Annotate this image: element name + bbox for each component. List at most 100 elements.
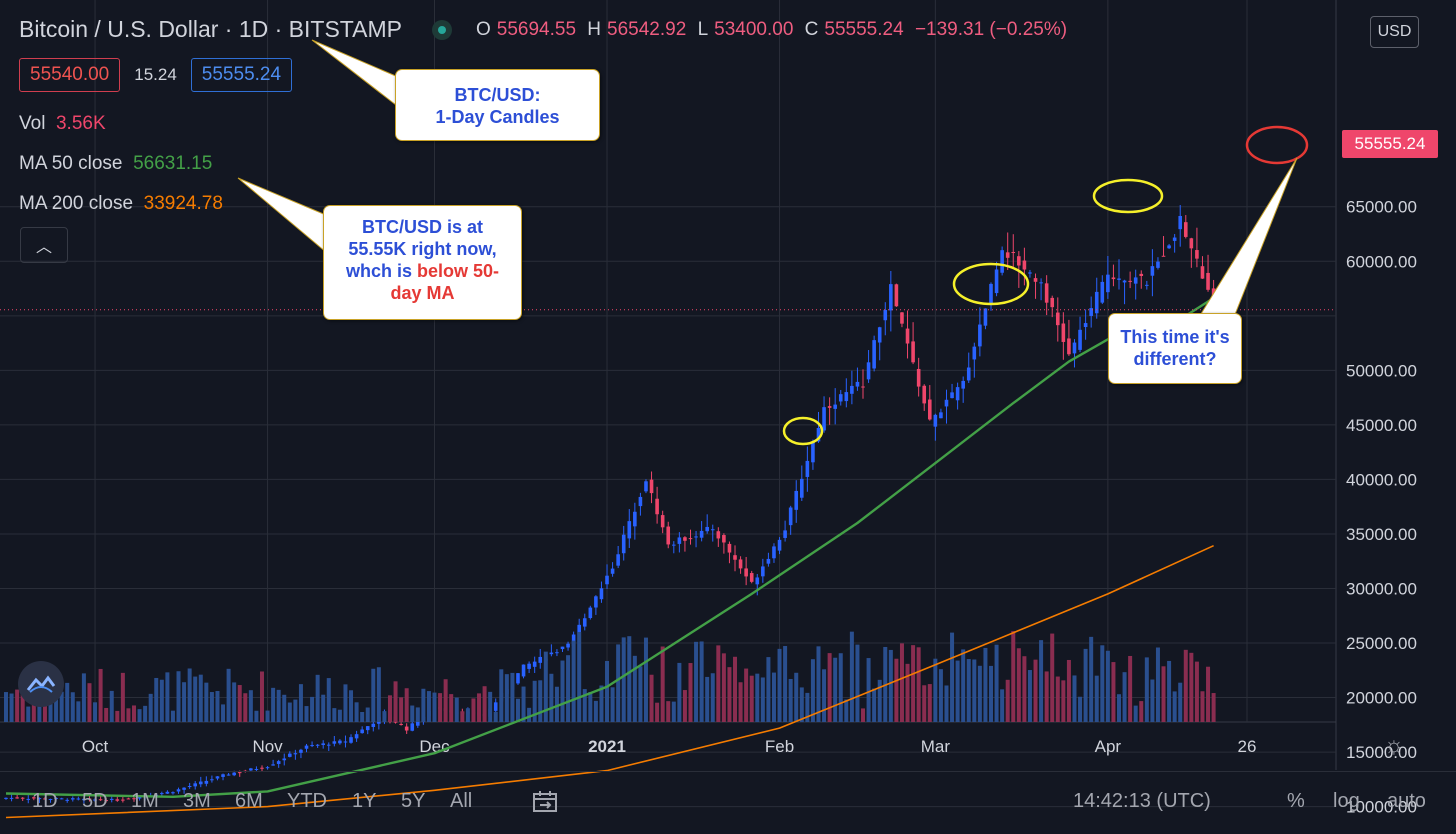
candle-body — [70, 798, 75, 800]
open-value: 55694.55 — [496, 18, 577, 40]
symbol-title[interactable]: Bitcoin / U.S. Dollar · 1D · BITSTAMP — [19, 16, 402, 42]
candle-body — [76, 798, 81, 800]
candle-body — [265, 767, 270, 769]
candle-body — [727, 543, 732, 553]
candle-body — [655, 498, 659, 515]
volume-bar — [527, 707, 532, 722]
volume-bar — [1061, 680, 1066, 722]
ma200-legend[interactable]: MA 200 close 33924.78 — [19, 193, 223, 214]
timeframe-1y[interactable]: 1Y — [352, 790, 377, 812]
candle-body — [276, 761, 281, 764]
candle-body — [627, 521, 632, 539]
candle-body — [404, 726, 409, 731]
candle-body — [210, 779, 214, 781]
candle-body — [866, 362, 871, 380]
candle-body — [48, 798, 53, 800]
volume-bar — [877, 679, 882, 722]
volume-bar — [126, 708, 131, 722]
volume-bar — [360, 711, 365, 722]
volume-bar — [588, 692, 593, 722]
volume-bar — [215, 690, 220, 722]
bid-ask-row: 55540.00 15.24 55555.24 — [19, 58, 293, 92]
volume-bar — [143, 705, 148, 722]
candle-body — [87, 798, 92, 800]
log-scale-toggle[interactable]: log — [1333, 790, 1360, 812]
candle-body — [293, 753, 298, 755]
volume-bar — [1206, 666, 1211, 722]
candle-body — [933, 414, 938, 427]
auto-scale-toggle[interactable]: auto — [1387, 790, 1426, 812]
candle-body — [226, 774, 231, 776]
volume-bar — [521, 686, 526, 722]
timeframe-5y[interactable]: 5Y — [401, 790, 426, 812]
candle-body — [132, 798, 136, 800]
volume-bar — [449, 694, 454, 722]
percent-scale-toggle[interactable]: % — [1287, 790, 1305, 812]
volume-bar — [15, 689, 20, 722]
candle-body — [738, 559, 743, 569]
volume-bar — [671, 701, 676, 722]
volume-bar — [98, 668, 103, 722]
volume-bar — [721, 653, 726, 722]
volume-bar — [488, 691, 493, 722]
volume-bar — [137, 709, 142, 722]
support-circle-jan — [782, 416, 824, 446]
volume-bar — [532, 680, 537, 722]
candle-body — [794, 490, 799, 510]
callout-candles: BTC/USD: 1-Day Candles — [395, 69, 600, 141]
y-tick-label: 10000.00 — [1346, 798, 1417, 817]
timeframe-5d[interactable]: 5D — [82, 790, 108, 812]
sell-price-button[interactable]: 55540.00 — [19, 58, 121, 92]
timeframe-3m[interactable]: 3M — [183, 790, 211, 812]
x-tick-label: 2021 — [588, 737, 626, 756]
volume-bar — [660, 646, 665, 722]
candle-body — [9, 797, 14, 799]
settings-gear-icon[interactable]: ☼ — [1383, 732, 1405, 759]
candle-body — [182, 787, 186, 790]
candle-body — [43, 798, 47, 800]
change-value: −139.31 (−0.25%) — [914, 18, 1068, 40]
candle-body — [577, 624, 581, 636]
volume-bar — [944, 685, 949, 722]
timeframe-ytd[interactable]: YTD — [287, 790, 327, 812]
volume-bar — [810, 659, 815, 722]
x-tick-label: Oct — [82, 737, 109, 756]
currency-button[interactable]: USD — [1370, 16, 1419, 48]
buy-price-button[interactable]: 55555.24 — [190, 58, 293, 92]
volume-bar — [376, 667, 381, 722]
volume-bar — [1150, 679, 1155, 722]
volume-bar — [788, 678, 793, 722]
candle-body — [833, 404, 837, 409]
candle-body — [966, 367, 971, 381]
tradingview-logo-icon[interactable] — [18, 661, 64, 707]
volume-bar — [733, 656, 738, 722]
candle-body — [772, 546, 776, 559]
volume-bar — [115, 710, 120, 722]
collapse-legend-button[interactable]: ︿ — [20, 227, 68, 263]
candle-body — [1072, 342, 1077, 354]
volume-bar — [1178, 682, 1183, 722]
volume-legend[interactable]: Vol 3.56K — [19, 113, 106, 134]
candle-body — [310, 745, 314, 747]
volume-bar — [1117, 694, 1121, 722]
volume-bar — [59, 691, 64, 722]
candle-body — [694, 536, 698, 538]
volume-bar — [760, 677, 765, 722]
utc-clock[interactable]: 14:42:13 (UTC) — [1073, 790, 1211, 812]
ma50-legend[interactable]: MA 50 close 56631.15 — [19, 153, 213, 174]
timeframe-1d[interactable]: 1D — [32, 790, 58, 812]
candle-body — [566, 643, 570, 648]
timeframe-1m[interactable]: 1M — [131, 790, 159, 812]
candle-body — [649, 479, 654, 494]
candle-body — [722, 535, 726, 543]
callout-different: This time it's different? — [1108, 313, 1242, 384]
volume-bar — [593, 700, 598, 722]
timeframe-all[interactable]: All — [450, 790, 473, 812]
date-range-icon[interactable] — [532, 790, 560, 820]
timeframe-6m[interactable]: 6M — [235, 790, 263, 812]
volume-bar — [822, 669, 827, 722]
volume-bar — [159, 679, 164, 722]
volume-bar — [855, 644, 860, 722]
volume-bar — [1089, 636, 1094, 722]
